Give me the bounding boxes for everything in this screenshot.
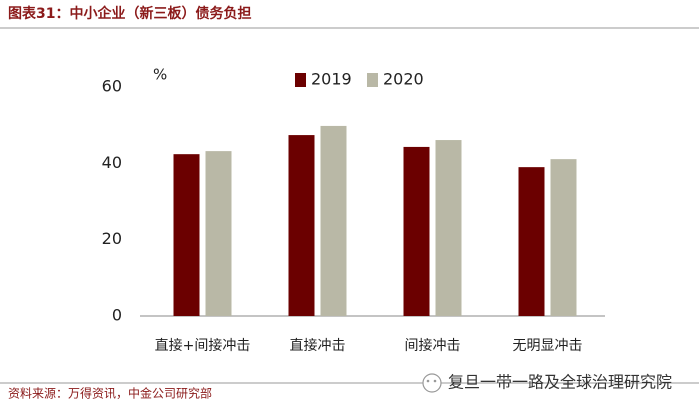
- x-tick-label: 间接冲击: [405, 337, 461, 354]
- y-tick-label: 20: [102, 229, 122, 248]
- x-tick-label: 直接冲击: [290, 337, 346, 354]
- legend-label: 2020: [383, 70, 424, 89]
- legend-label: 2019: [311, 70, 352, 89]
- x-tick-label: 无明显冲击: [513, 338, 583, 354]
- watermark-icon: [422, 373, 442, 393]
- chart-title: 图表31：中小企业（新三板）债务负担: [8, 5, 251, 22]
- bar: [550, 159, 577, 316]
- y-tick-label: 40: [102, 153, 122, 172]
- legend-swatch: [367, 73, 378, 87]
- legend-swatch: [295, 73, 306, 87]
- x-tick-label: 直接+间接冲击: [155, 337, 251, 354]
- y-tick-label: 0: [112, 306, 122, 325]
- source-note: 资料来源：万得资讯，中金公司研究部: [8, 386, 212, 401]
- y-axis-unit: %: [153, 66, 167, 84]
- bar: [288, 135, 315, 316]
- bar: [518, 167, 545, 316]
- bar: [173, 154, 200, 316]
- watermark: 复旦一带一路及全球治理研究院: [448, 373, 672, 392]
- bar: [403, 146, 430, 316]
- bar: [205, 151, 232, 316]
- bar: [320, 125, 347, 317]
- bar: [435, 140, 462, 316]
- y-tick-label: 60: [102, 77, 122, 96]
